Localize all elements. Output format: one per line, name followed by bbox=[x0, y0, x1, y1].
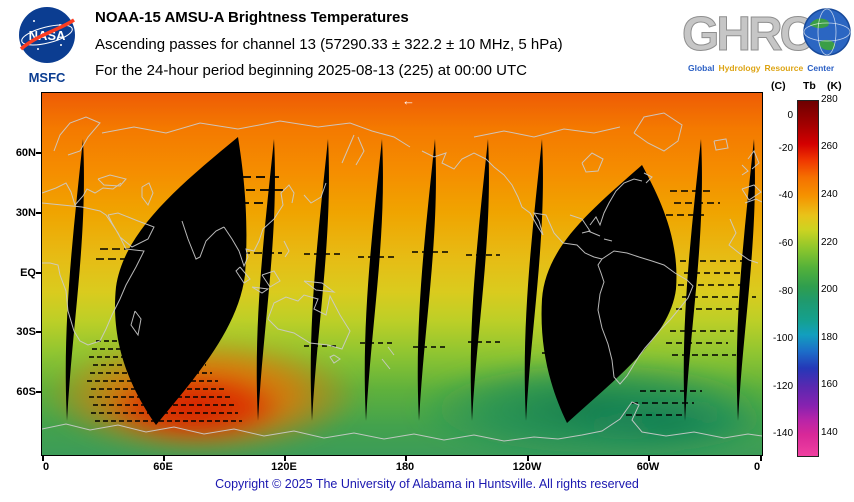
kelvin-tick-label: 180 bbox=[821, 332, 838, 343]
kelvin-tick-label: 140 bbox=[821, 427, 838, 438]
latitude-label: 60S bbox=[16, 386, 36, 398]
ghrc-logo: GHRC Global Hydrology Resource Center bbox=[682, 4, 854, 82]
coastlines bbox=[42, 112, 762, 442]
longitude-label: 60E bbox=[153, 461, 173, 473]
celsius-tick-label: -60 bbox=[778, 238, 793, 249]
latitude-label: 60N bbox=[15, 147, 36, 159]
tb-anomaly-regions bbox=[42, 336, 762, 455]
celsius-tick-label: -80 bbox=[778, 286, 793, 297]
latitude-tick bbox=[36, 212, 41, 214]
copyright-notice: Copyright © 2025 The University of Alaba… bbox=[215, 477, 639, 491]
nasa-meatball-icon: NASA MSFC bbox=[19, 7, 75, 85]
longitude-tick bbox=[648, 456, 650, 461]
ghrc-logo-icon: GHRC Global Hydrology Resource Center bbox=[682, 8, 851, 73]
colorbar-gradient bbox=[797, 100, 819, 457]
longitude-tick bbox=[405, 456, 407, 461]
channel-subtitle: Ascending passes for channel 13 (57290.3… bbox=[95, 36, 563, 53]
celsius-tick-label: -20 bbox=[778, 143, 793, 154]
longitude-tick bbox=[284, 456, 286, 461]
longitude-label: 120W bbox=[512, 461, 542, 473]
kelvin-tick-label: 220 bbox=[821, 237, 838, 248]
longitude-label: 0 bbox=[42, 461, 50, 473]
colorbar-celsius-unit: (C) bbox=[771, 80, 786, 92]
nasa-msfc-logo: NASA MSFC bbox=[8, 4, 86, 86]
celsius-tick-label: -100 bbox=[772, 333, 793, 344]
missing-data-swaths bbox=[65, 137, 755, 425]
longitude-label: 60W bbox=[636, 461, 660, 473]
celsius-tick-label: 0 bbox=[787, 110, 793, 121]
latitude-label: EQ bbox=[20, 267, 36, 279]
colorbar: (C) Tb (K) 280 260 240 220 200 180 160 1… bbox=[770, 80, 854, 495]
ghrc-tagline: Global Hydrology Resource Center bbox=[688, 63, 835, 73]
kelvin-tick-label: 260 bbox=[821, 141, 838, 152]
latitude-tick bbox=[36, 272, 41, 274]
longitude-label: 0 bbox=[753, 461, 761, 473]
ghrc-tagline-word: Hydrology bbox=[718, 63, 760, 73]
celsius-tick-label: -120 bbox=[772, 381, 793, 392]
scanline-artifacts bbox=[87, 176, 756, 422]
latitude-tick bbox=[36, 391, 41, 393]
ghrc-tagline-word: Center bbox=[807, 63, 835, 73]
globe-icon bbox=[803, 8, 851, 56]
map-canvas bbox=[42, 93, 762, 455]
longitude-label: 120E bbox=[271, 461, 297, 473]
longitude-label: 180 bbox=[395, 461, 415, 473]
left-arrow-icon: ← bbox=[402, 93, 415, 108]
ghrc-acronym: GHRC bbox=[682, 8, 814, 61]
latitude-tick bbox=[36, 331, 41, 333]
ghrc-tagline-word: Global bbox=[688, 63, 714, 73]
longitude-tick bbox=[527, 456, 529, 461]
kelvin-tick-label: 200 bbox=[821, 284, 838, 295]
longitude-tick bbox=[163, 456, 165, 461]
brightness-temperature-map bbox=[41, 92, 763, 456]
page-title: NOAA-15 AMSU-A Brightness Temperatures bbox=[95, 9, 409, 26]
ghrc-tagline-word: Resource bbox=[764, 63, 803, 73]
msfc-label: MSFC bbox=[29, 70, 66, 85]
longitude-tick bbox=[42, 456, 44, 461]
kelvin-tick-label: 280 bbox=[821, 94, 838, 105]
longitude-tick bbox=[760, 456, 762, 461]
latitude-label: 30S bbox=[16, 326, 36, 338]
celsius-tick-label: -140 bbox=[772, 428, 793, 439]
period-line: For the 24-hour period beginning 2025-08… bbox=[95, 62, 527, 79]
colorbar-quantity-label: Tb bbox=[803, 80, 816, 92]
kelvin-tick-label: 240 bbox=[821, 189, 838, 200]
kelvin-tick-label: 160 bbox=[821, 379, 838, 390]
celsius-tick-label: -40 bbox=[778, 190, 793, 201]
latitude-tick bbox=[36, 152, 41, 154]
latitude-label: 30N bbox=[15, 207, 36, 219]
colorbar-kelvin-unit: (K) bbox=[827, 80, 842, 92]
